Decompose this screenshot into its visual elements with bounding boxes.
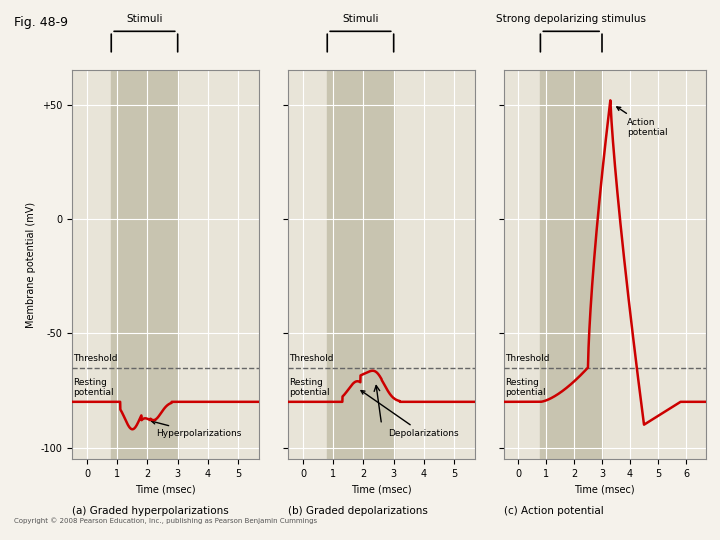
- Bar: [112, 70, 178, 459]
- Text: Resting
potential: Resting potential: [289, 378, 330, 397]
- Text: Depolarizations: Depolarizations: [361, 390, 458, 438]
- X-axis label: Time (msec): Time (msec): [135, 484, 196, 494]
- Bar: [541, 70, 602, 459]
- Bar: [328, 70, 394, 459]
- Text: Threshold: Threshold: [505, 354, 550, 363]
- X-axis label: Time (msec): Time (msec): [575, 484, 635, 494]
- X-axis label: Time (msec): Time (msec): [351, 484, 412, 494]
- Text: Copyright © 2008 Pearson Education, Inc., publishing as Pearson Benjamin Cumming: Copyright © 2008 Pearson Education, Inc.…: [14, 517, 318, 524]
- Text: Fig. 48-9: Fig. 48-9: [14, 16, 68, 29]
- Text: Stimuli: Stimuli: [126, 14, 163, 24]
- Text: Action
potential: Action potential: [617, 107, 668, 137]
- Text: Resting
potential: Resting potential: [73, 378, 114, 397]
- Text: Resting
potential: Resting potential: [505, 378, 546, 397]
- Text: Threshold: Threshold: [73, 354, 118, 363]
- Text: (c) Action potential: (c) Action potential: [504, 505, 604, 516]
- Text: Hyperpolarizations: Hyperpolarizations: [152, 420, 242, 438]
- Text: Stimuli: Stimuli: [342, 14, 379, 24]
- Y-axis label: Membrane potential (mV): Membrane potential (mV): [26, 201, 36, 328]
- Text: (a) Graded hyperpolarizations: (a) Graded hyperpolarizations: [72, 505, 229, 516]
- Text: Strong depolarizing stimulus: Strong depolarizing stimulus: [496, 14, 647, 24]
- Text: Threshold: Threshold: [289, 354, 334, 363]
- Text: (b) Graded depolarizations: (b) Graded depolarizations: [288, 505, 428, 516]
